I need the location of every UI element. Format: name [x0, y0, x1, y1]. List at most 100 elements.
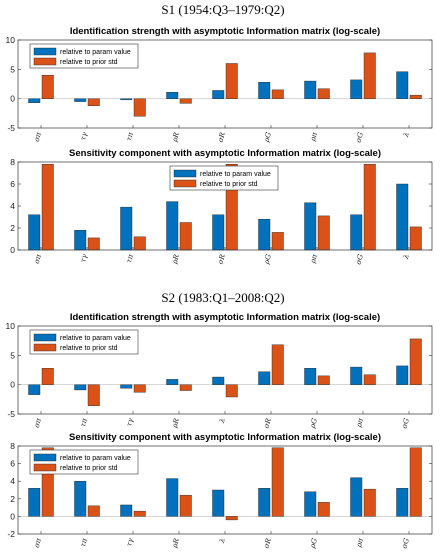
y-tick-label: 0	[10, 380, 15, 390]
y-tick-label: 6	[10, 179, 15, 189]
y-tick-label: 2	[10, 494, 15, 504]
y-tick-label: 4	[10, 476, 15, 486]
bar-series1	[350, 477, 363, 517]
legend-swatch	[33, 57, 57, 66]
x-tick-label: ρπ	[309, 131, 319, 143]
bar-series1	[304, 491, 317, 517]
x-tick-label: ρG	[262, 131, 273, 144]
legend-swatch	[33, 453, 57, 462]
legend-label: relative to param value	[60, 49, 131, 56]
legend-swatch	[33, 343, 57, 352]
x-tick-label: σR	[217, 253, 228, 265]
legend-swatch	[173, 179, 197, 188]
y-tick-label: 0	[10, 94, 15, 104]
bar-series2	[179, 495, 192, 517]
x-tick-label: σG	[355, 253, 366, 265]
legend-swatch	[33, 463, 57, 472]
bar-series1	[258, 488, 271, 517]
y-tick-label: 8	[10, 157, 15, 167]
bar-series2	[225, 516, 238, 521]
bar-series1	[304, 80, 317, 99]
bar-series1	[304, 202, 317, 251]
legend-label: relative to prior std	[60, 465, 118, 472]
x-tick-label: σG	[401, 417, 412, 429]
bar-series1	[350, 214, 363, 251]
bar-series1	[74, 481, 87, 517]
y-tick-label: -5	[7, 409, 15, 419]
bar-series2	[363, 374, 376, 385]
bar-series1	[212, 214, 225, 251]
y-tick-label: 0	[10, 245, 15, 255]
bar-series1	[258, 218, 271, 251]
bar-series1	[120, 504, 133, 517]
bar-series1	[212, 489, 225, 517]
bar-series2	[41, 447, 54, 517]
bar-series2	[87, 98, 100, 106]
x-tick-label: τπ	[79, 537, 89, 548]
legend-label: relative to prior std	[60, 59, 118, 66]
legend-swatch	[33, 333, 57, 342]
bar-series2	[317, 215, 330, 251]
bar-series2	[225, 63, 238, 99]
x-tick-label: ρR	[171, 537, 182, 550]
sensitivity-component-chart-s2: Sensitivity component with asymptotic In…	[7, 432, 433, 550]
x-tick-label: ρπ	[355, 537, 365, 549]
y-tick-label: -2	[7, 529, 15, 539]
axes-box	[17, 445, 433, 535]
x-tick-label: λ	[402, 253, 411, 260]
bar-series2	[133, 236, 146, 251]
x-tick-label: λ	[218, 417, 227, 424]
legend: relative to param value relative to prior…	[29, 43, 139, 69]
legend-swatch	[33, 47, 57, 56]
y-tick-label: 10	[6, 35, 16, 45]
x-tick-label: ρπ	[355, 417, 365, 429]
bar-series1	[396, 488, 409, 517]
legend-label: relative to param value	[200, 171, 271, 178]
bar-series2	[363, 488, 376, 517]
axes-box	[17, 325, 433, 415]
bar-series2	[363, 164, 376, 251]
bar-series1	[166, 201, 179, 251]
bar-series1	[28, 98, 41, 103]
x-tick-label: σπ	[33, 253, 43, 265]
chart-title: Sensitivity component with asymptotic In…	[69, 432, 381, 443]
x-tick-label: σπ	[33, 131, 43, 143]
chart-title: Identification strength with asymptotic …	[70, 26, 380, 37]
x-tick-label: λ	[402, 131, 411, 138]
bar-series1	[212, 90, 225, 99]
bar-series2	[409, 338, 422, 385]
x-tick-label: τπ	[79, 417, 89, 428]
x-tick-label: σR	[263, 537, 274, 549]
bar-series2	[317, 375, 330, 385]
x-tick-label: τγ	[125, 537, 135, 548]
y-tick-label: 6	[10, 459, 15, 469]
bar-series1	[396, 183, 409, 251]
bar-series2	[363, 52, 376, 99]
x-tick-label: τγ	[125, 417, 135, 428]
bar-series2	[225, 384, 238, 398]
bar-series1	[28, 384, 41, 395]
bar-series1	[28, 488, 41, 517]
legend-label: relative to prior std	[60, 345, 118, 352]
bar-series2	[179, 384, 192, 391]
bar-series2	[409, 94, 422, 99]
y-tick-label: -5	[7, 123, 15, 133]
bar-series2	[87, 237, 100, 251]
bar-series1	[350, 366, 363, 385]
y-tick-label: 10	[6, 321, 16, 331]
x-tick-label: ρG	[262, 253, 273, 266]
legend-label: relative to param value	[60, 335, 131, 342]
x-tick-label: σπ	[33, 417, 43, 429]
bar-series2	[87, 384, 100, 406]
bar-series2	[179, 98, 192, 104]
bar-series2	[41, 368, 54, 385]
bar-series2	[271, 232, 284, 251]
bar-series2	[271, 344, 284, 385]
bar-series1	[212, 376, 225, 385]
legend-label: relative to prior std	[200, 181, 258, 188]
legend-label: relative to param value	[60, 455, 131, 462]
legend: relative to param value relative to prior…	[29, 449, 139, 475]
legend: relative to param value relative to prior…	[169, 165, 279, 191]
bar-series1	[120, 384, 133, 389]
x-tick-label: ρR	[171, 417, 182, 430]
